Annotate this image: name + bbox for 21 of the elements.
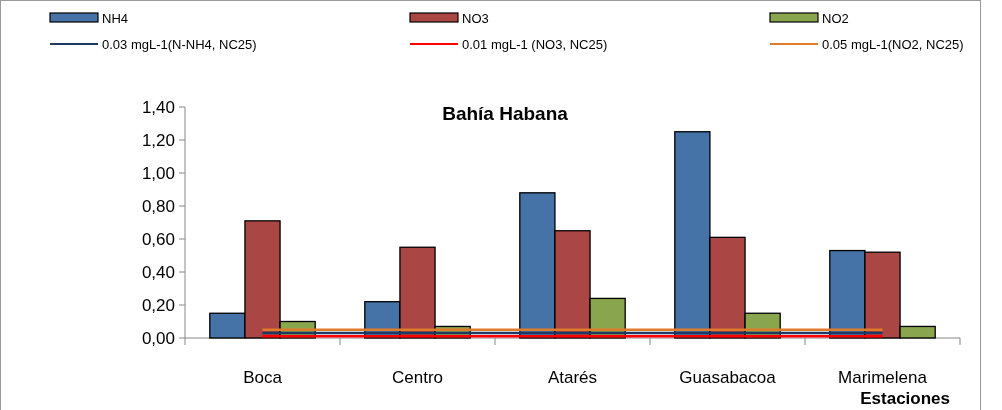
y-tick-label: 0,60 bbox=[141, 230, 175, 249]
y-tick-label: 1,20 bbox=[141, 131, 175, 150]
x-tick-label: Centro bbox=[391, 368, 444, 387]
y-tick-label: 1,00 bbox=[141, 164, 175, 183]
y-tick-label: 0,80 bbox=[141, 197, 175, 216]
y-tick-label: 0,40 bbox=[141, 263, 175, 282]
chart-title: Bahía Habana bbox=[442, 103, 569, 124]
x-tick-label: Atarés bbox=[547, 368, 598, 387]
x-tick-label: Marimelena bbox=[838, 368, 928, 387]
y-tick-label: 1,40 bbox=[141, 98, 175, 117]
y-tick-label: 0,20 bbox=[141, 296, 175, 315]
legend-label: NO2 bbox=[822, 10, 849, 26]
legend-label: NO3 bbox=[462, 10, 489, 26]
y-tick-label: 0,00 bbox=[141, 329, 175, 348]
legend-label: NH4 bbox=[102, 10, 129, 26]
x-axis-title: Estaciones bbox=[860, 389, 950, 408]
legend-label: 0.01 mgL-1 (NO3, NC25) bbox=[462, 36, 608, 52]
x-tick-label: Guasabacoa bbox=[679, 368, 777, 387]
legend-label: 0.03 mgL-1(N-NH4, NC25) bbox=[102, 36, 257, 52]
legend-label: 0.05 mgL-1(NO2, NC25) bbox=[822, 36, 964, 52]
x-tick-label: Boca bbox=[243, 368, 283, 387]
